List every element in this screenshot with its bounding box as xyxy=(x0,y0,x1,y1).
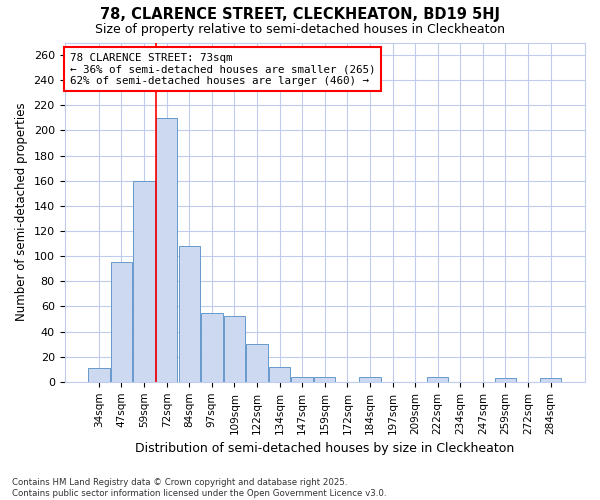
Bar xyxy=(88,368,110,382)
Y-axis label: Number of semi-detached properties: Number of semi-detached properties xyxy=(15,103,28,322)
Bar xyxy=(359,377,380,382)
Bar xyxy=(495,378,516,382)
Text: 78, CLARENCE STREET, CLECKHEATON, BD19 5HJ: 78, CLARENCE STREET, CLECKHEATON, BD19 5… xyxy=(100,8,500,22)
X-axis label: Distribution of semi-detached houses by size in Cleckheaton: Distribution of semi-detached houses by … xyxy=(135,442,514,455)
Bar xyxy=(156,118,178,382)
Bar xyxy=(246,344,268,382)
Bar xyxy=(540,378,562,382)
Bar xyxy=(111,262,132,382)
Bar xyxy=(314,377,335,382)
Text: 78 CLARENCE STREET: 73sqm
← 36% of semi-detached houses are smaller (265)
62% of: 78 CLARENCE STREET: 73sqm ← 36% of semi-… xyxy=(70,52,375,86)
Bar xyxy=(133,180,155,382)
Bar xyxy=(292,377,313,382)
Bar xyxy=(224,316,245,382)
Bar xyxy=(201,312,223,382)
Bar xyxy=(179,246,200,382)
Bar xyxy=(427,377,448,382)
Text: Size of property relative to semi-detached houses in Cleckheaton: Size of property relative to semi-detach… xyxy=(95,22,505,36)
Text: Contains HM Land Registry data © Crown copyright and database right 2025.
Contai: Contains HM Land Registry data © Crown c… xyxy=(12,478,386,498)
Bar xyxy=(269,366,290,382)
